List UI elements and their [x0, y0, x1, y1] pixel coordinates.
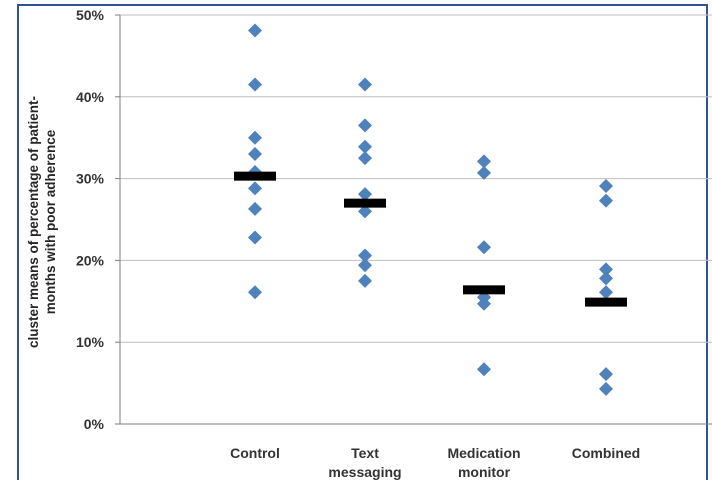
data-point: [248, 181, 262, 196]
data-point: [358, 273, 372, 288]
mean-marker: [463, 285, 505, 295]
y-tick-label: 0%: [84, 416, 105, 432]
x-category-label: Medication monitor: [447, 445, 520, 480]
y-axis-label-line: cluster means of percentage of patient-: [26, 96, 41, 348]
y-axis-label-line: months with poor adherence: [43, 129, 58, 314]
data-point: [358, 258, 372, 273]
data-point: [248, 201, 262, 216]
x-category-label: Text messaging: [328, 445, 401, 480]
data-point: [477, 165, 491, 180]
mean-marker: [234, 171, 276, 181]
data-point: [248, 130, 262, 145]
y-tick-label: 40%: [76, 89, 105, 105]
x-category-label-line: Control: [230, 445, 280, 461]
y-tick-label: 10%: [76, 334, 105, 350]
data-point: [599, 193, 613, 208]
data-point: [599, 285, 613, 300]
data-point: [599, 381, 613, 396]
y-tick-label: 30%: [76, 171, 105, 187]
data-point: [358, 248, 372, 263]
y-axis-label: cluster means of percentage of patient-m…: [26, 96, 58, 348]
x-category-label-line: monitor: [458, 464, 511, 480]
data-point: [248, 147, 262, 162]
data-point: [248, 285, 262, 300]
data-point: [358, 139, 372, 154]
data-point: [358, 151, 372, 166]
data-point: [599, 271, 613, 286]
data-point: [248, 230, 262, 245]
x-category-label: Control: [230, 445, 280, 461]
mean-marker: [585, 297, 627, 307]
data-point: [599, 367, 613, 382]
data-point: [599, 178, 613, 193]
data-point: [477, 296, 491, 311]
data-point: [477, 362, 491, 377]
mean-marker: [344, 198, 386, 208]
data-point: [248, 23, 262, 38]
x-category-label: Combined: [572, 445, 640, 461]
data-point: [477, 154, 491, 169]
data-point: [358, 118, 372, 133]
x-category-label-line: Combined: [572, 445, 640, 461]
x-category-label-line: Text: [351, 445, 379, 461]
data-point: [599, 262, 613, 277]
x-category-label-line: Medication: [447, 445, 520, 461]
y-tick-label: 20%: [76, 252, 105, 268]
data-point: [248, 77, 262, 92]
data-point: [358, 77, 372, 92]
y-tick-label: 50%: [76, 7, 105, 23]
data-point: [358, 204, 372, 219]
data-point: [477, 240, 491, 255]
data-point: [358, 187, 372, 202]
x-category-label-line: messaging: [328, 464, 401, 480]
